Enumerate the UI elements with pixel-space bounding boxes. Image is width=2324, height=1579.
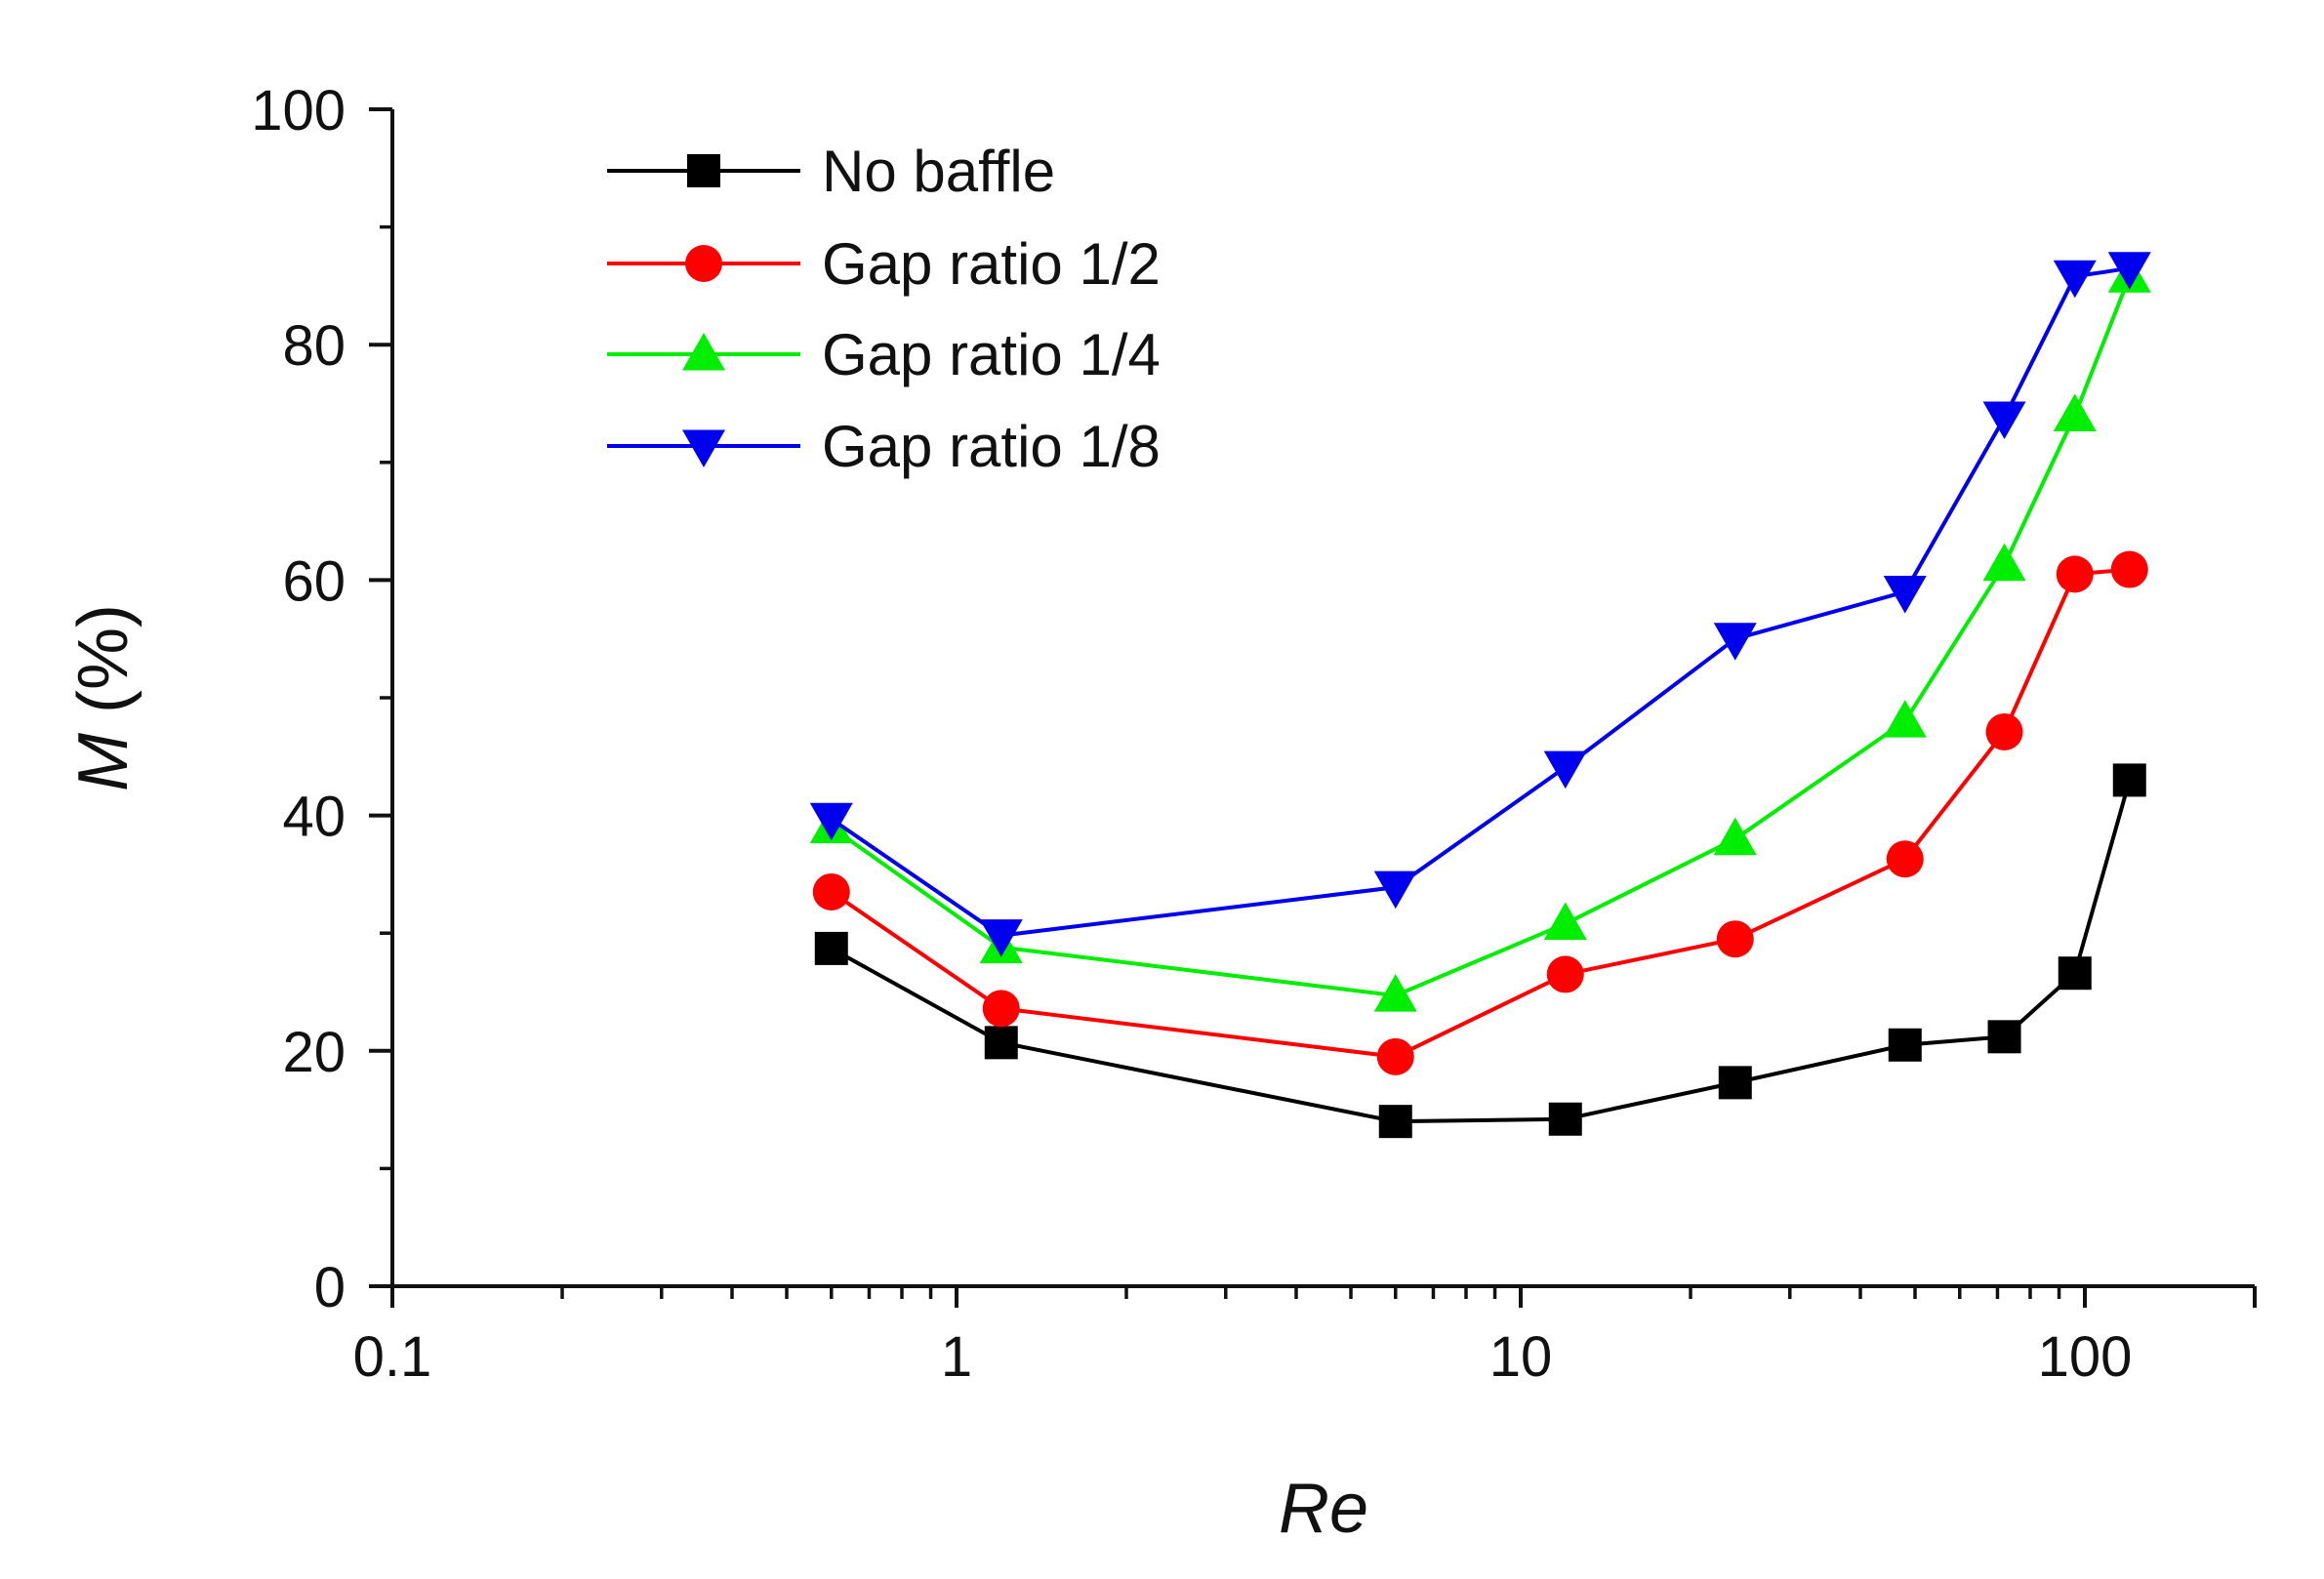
series-0 bbox=[814, 763, 2146, 1139]
data-point bbox=[1713, 623, 1757, 661]
data-point bbox=[1376, 1037, 1414, 1075]
data-point bbox=[1883, 700, 1927, 738]
legend-entry: Gap ratio 1/4 bbox=[607, 322, 1161, 387]
data-point bbox=[2058, 956, 2092, 991]
y-tick-label: 100 bbox=[251, 79, 346, 142]
data-point bbox=[2053, 260, 2097, 299]
legend-marker bbox=[682, 429, 725, 467]
data-point bbox=[1883, 575, 1927, 614]
data-point bbox=[979, 919, 1023, 957]
data-point bbox=[1543, 750, 1587, 790]
data-point bbox=[1378, 1105, 1412, 1139]
legend-entry: Gap ratio 1/8 bbox=[607, 414, 1161, 479]
y-axis-label-variable: M bbox=[64, 733, 143, 791]
data-point bbox=[1987, 1020, 2021, 1054]
legend-marker bbox=[682, 333, 725, 371]
legend-marker bbox=[687, 154, 720, 187]
data-point bbox=[1548, 1102, 1582, 1136]
series-3 bbox=[809, 252, 2151, 957]
data-point bbox=[2107, 252, 2151, 290]
legend-entry: Gap ratio 1/2 bbox=[607, 231, 1161, 297]
data-point bbox=[2110, 550, 2148, 588]
legend-label: No baffle bbox=[822, 139, 1055, 204]
y-tick-label: 20 bbox=[282, 1021, 346, 1084]
axes: 0.1 1 10 100 0 20 40 60 80 100 bbox=[251, 79, 2257, 1389]
data-point bbox=[1982, 543, 2026, 582]
y-tick-label: 80 bbox=[282, 314, 346, 378]
legend-label: Gap ratio 1/8 bbox=[822, 414, 1161, 479]
data-point bbox=[1888, 1028, 1922, 1062]
legend-label: Gap ratio 1/4 bbox=[822, 322, 1161, 387]
y-tick-label: 60 bbox=[282, 549, 346, 613]
legend-marker bbox=[685, 245, 722, 282]
y-axis-label-unit: (%) bbox=[64, 604, 143, 733]
data-point bbox=[1373, 974, 1417, 1012]
x-tick-label: 1 bbox=[941, 1325, 972, 1389]
data-point bbox=[814, 931, 848, 965]
data-point bbox=[1985, 712, 2023, 750]
y-tick-label: 0 bbox=[314, 1256, 346, 1319]
data-point bbox=[2112, 763, 2146, 797]
data-point bbox=[2053, 393, 2097, 432]
legend: No baffle Gap ratio 1/2 Gap ratio 1/4 Gap r… bbox=[607, 139, 1161, 479]
data-point bbox=[809, 802, 853, 841]
series-1 bbox=[812, 550, 2148, 1075]
legend-entry: No baffle bbox=[607, 139, 1055, 204]
series-layer bbox=[809, 252, 2151, 1139]
data-point bbox=[1718, 1066, 1752, 1100]
data-point bbox=[1546, 955, 1584, 993]
data-point bbox=[1982, 401, 2026, 439]
data-point bbox=[982, 990, 1020, 1028]
data-point bbox=[1716, 920, 1754, 958]
data-point bbox=[812, 872, 850, 911]
x-tick-label: 0.1 bbox=[353, 1325, 432, 1389]
data-point bbox=[1713, 817, 1757, 856]
x-tick-label: 10 bbox=[1489, 1325, 1553, 1389]
data-point bbox=[984, 1026, 1018, 1060]
data-point bbox=[1373, 870, 1417, 910]
x-tick-label: 100 bbox=[2038, 1325, 2133, 1389]
data-point bbox=[1886, 840, 1924, 878]
legend-label: Gap ratio 1/2 bbox=[822, 231, 1161, 297]
x-axis-label: Re bbox=[1279, 1470, 1368, 1548]
data-point bbox=[1543, 902, 1587, 941]
data-point bbox=[2056, 555, 2094, 593]
y-tick-label: 40 bbox=[282, 786, 346, 849]
series-line bbox=[830, 567, 2130, 1059]
y-axis-label: M (%) bbox=[64, 604, 143, 791]
